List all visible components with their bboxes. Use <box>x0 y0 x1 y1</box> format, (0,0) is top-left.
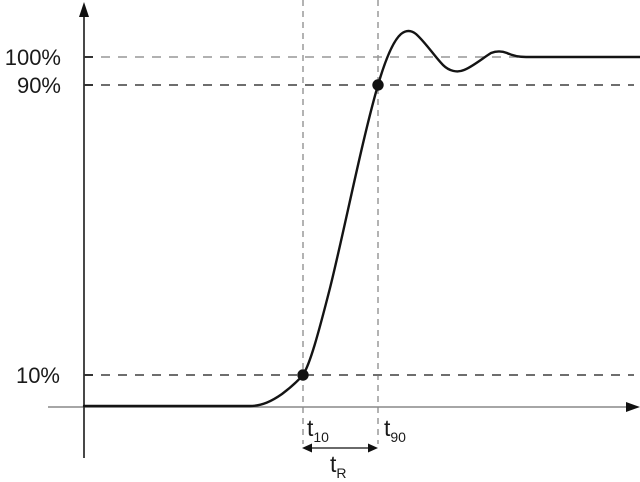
label-t10: t10 <box>307 415 329 445</box>
x-axis-arrowhead-icon <box>626 402 640 412</box>
label-tr: tR <box>330 451 347 481</box>
rise-time-arrow <box>302 443 378 453</box>
label-t10-subscript: 10 <box>313 429 329 445</box>
label-10pct: 10% <box>16 363 60 388</box>
label-t90-main: t <box>384 415 391 441</box>
label-t10-main: t <box>307 415 314 441</box>
label-tr-subscript: R <box>336 465 346 481</box>
label-tr-main: t <box>330 451 337 477</box>
label-100pct: 100% <box>5 45 61 70</box>
rise-time-left-arrowhead-icon <box>302 443 312 453</box>
point-t10-10pct <box>297 369 309 381</box>
point-t90-90pct <box>372 79 384 91</box>
y-axis-arrowhead-icon <box>79 2 89 17</box>
label-t90-subscript: 90 <box>390 429 406 445</box>
step-response-curve <box>82 29 640 408</box>
label-90pct: 90% <box>17 73 61 98</box>
rise-time-right-arrowhead-icon <box>368 443 378 453</box>
label-t90: t90 <box>384 415 406 445</box>
